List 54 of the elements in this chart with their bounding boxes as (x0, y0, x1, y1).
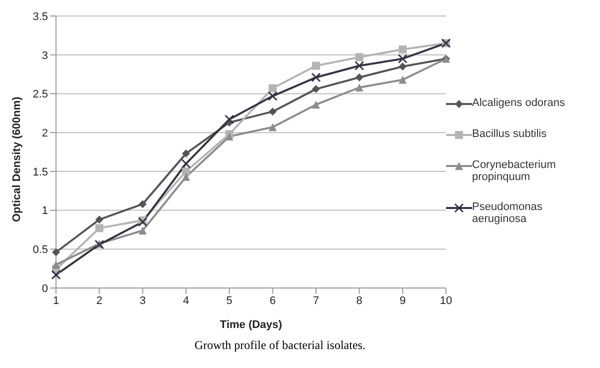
point (312, 62, 320, 70)
y-tick-label: 3.5 (32, 10, 48, 23)
point (182, 172, 190, 181)
legend-label: Pseudomonas aeruginosa (472, 201, 544, 225)
point (398, 62, 407, 71)
x-tick-label: 4 (182, 294, 190, 307)
point (354, 60, 364, 70)
text: Growth profile of bacterial isolates. (194, 338, 366, 353)
x-tick-label: 9 (400, 294, 406, 307)
point (355, 73, 364, 82)
point (52, 248, 60, 256)
point (95, 216, 104, 224)
y-tick-label: 2 (42, 127, 48, 140)
point (398, 54, 408, 64)
x-tick-label: 2 (96, 294, 102, 307)
point (268, 123, 277, 132)
x-tick-label: 1 (52, 294, 60, 307)
point (95, 224, 104, 232)
x-tick-label: 8 (356, 294, 362, 307)
point (312, 100, 320, 109)
y-tick-label: 1.5 (32, 166, 48, 178)
y-tick-label: 0 (42, 282, 48, 295)
point (398, 76, 407, 84)
point (312, 85, 320, 94)
y-tick-label: 2.5 (32, 88, 48, 101)
point (398, 45, 407, 54)
point (138, 217, 148, 227)
point (355, 83, 364, 92)
legend-label: Alcaligens odorans (472, 97, 566, 109)
legend-label: Corynebacterium propinquum (472, 159, 557, 183)
x-tick-label: 7 (312, 294, 320, 307)
point (182, 150, 190, 158)
point (268, 108, 277, 116)
x-tick-label: 3 (140, 294, 146, 307)
x-axis-title: Time (Days) (220, 319, 282, 331)
y-tick-label: 1 (42, 205, 48, 218)
x-tick-label: 10 (440, 294, 452, 307)
point (138, 226, 147, 234)
y-tick-label: 0.5 (32, 244, 48, 256)
point (51, 270, 61, 280)
point (138, 200, 147, 208)
point (311, 72, 321, 82)
point (224, 114, 234, 124)
point (355, 53, 364, 62)
point (182, 167, 190, 176)
point (268, 91, 278, 101)
x-tick-label: 6 (270, 294, 276, 307)
point (268, 84, 277, 92)
y-axis-title: Optical Density (600nm) (10, 96, 23, 222)
legend-label: Bacillus subtilis (472, 128, 548, 140)
x-tick-label: 5 (226, 294, 232, 307)
point (52, 260, 60, 269)
point (181, 158, 191, 168)
y-tick-label: 3 (42, 50, 48, 62)
